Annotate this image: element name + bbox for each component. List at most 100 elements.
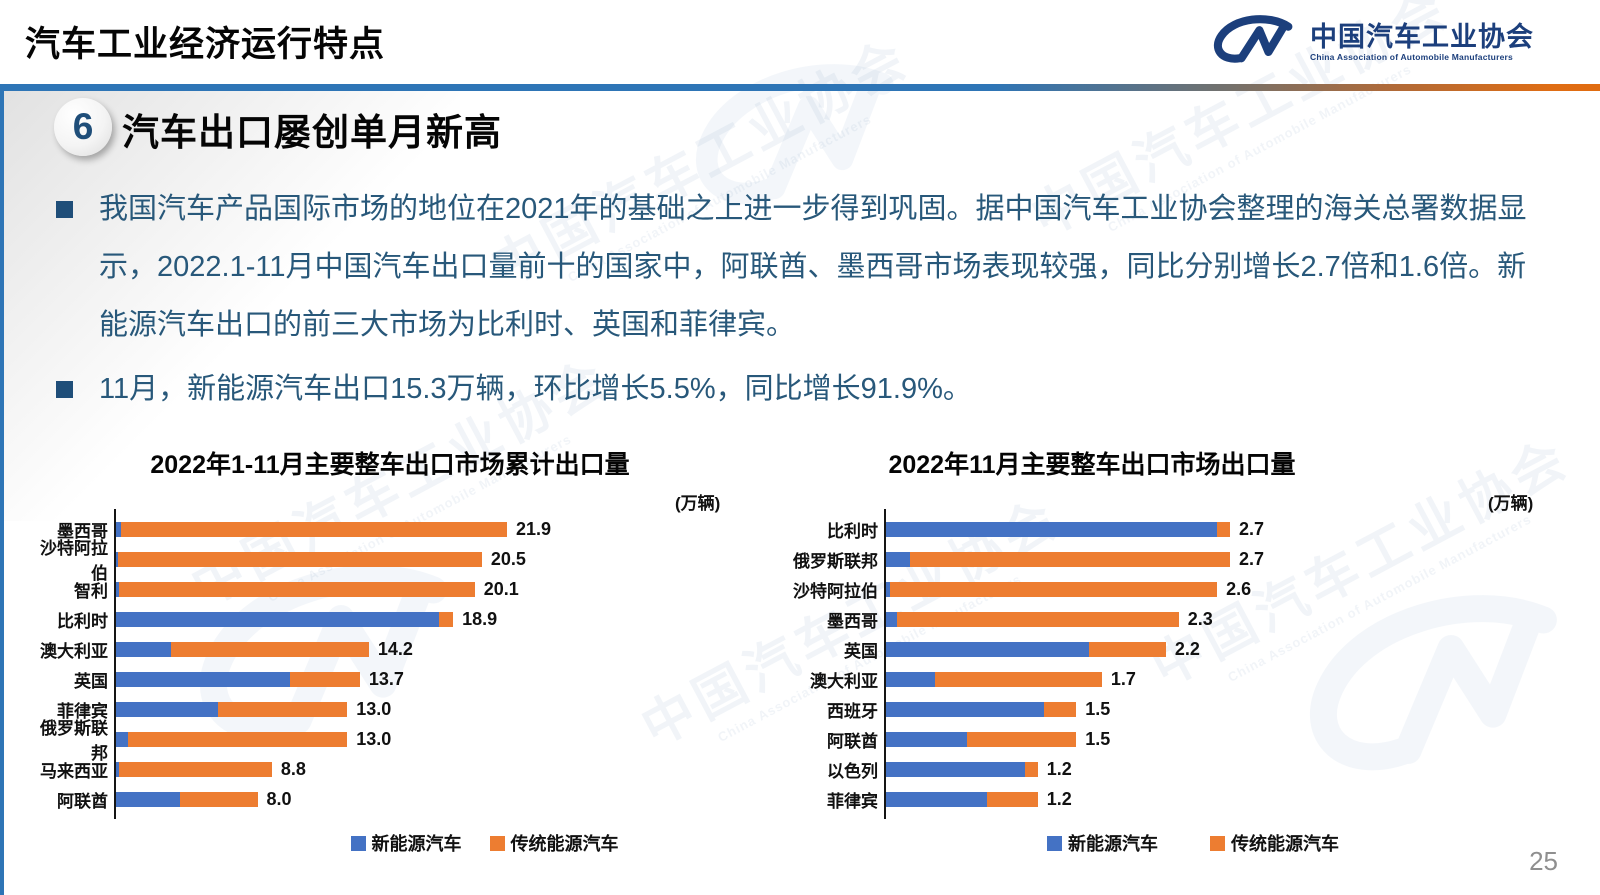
legend-item-ice: 传统能源汽车 [489, 830, 619, 856]
org-logo: 中国汽车工业协会 China Association of Automobile… [1208, 14, 1534, 70]
stacked-bar [884, 761, 1038, 777]
bullet-marker-icon [56, 381, 73, 398]
legend-label: 传统能源汽车 [510, 834, 619, 854]
ice-bar-segment [986, 791, 1038, 807]
ice-bar-segment [289, 671, 360, 687]
legend-label: 新能源汽车 [371, 834, 462, 854]
category-label: 英国 [844, 641, 878, 661]
ice-bar-segment [896, 611, 1179, 627]
chart-row: 菲律宾 1.2 [790, 784, 1264, 814]
stacked-bar [114, 701, 348, 717]
ice-bar-segment [1089, 641, 1166, 657]
category-label: 比利时 [57, 611, 108, 631]
stacked-bar [114, 791, 258, 807]
value-label: 1.7 [1110, 668, 1136, 689]
left-edge-accent-bar [0, 91, 4, 895]
category-label: 俄罗斯联邦 [793, 551, 878, 571]
stacked-bar [884, 731, 1077, 747]
ice-bar-segment [119, 761, 272, 777]
nev-bar-segment [884, 641, 1090, 657]
org-name-block: 中国汽车工业协会 China Association of Automobile… [1310, 22, 1534, 62]
chart-row: 比利时 2.7 [790, 514, 1264, 544]
value-label: 2.3 [1187, 608, 1213, 629]
value-label: 2.7 [1238, 518, 1265, 539]
value-label: 20.1 [483, 578, 519, 599]
ice-bar-segment [909, 551, 1230, 567]
legend-item-nev: 新能源汽车 [1047, 830, 1158, 856]
nev-legend-swatch-icon [350, 835, 366, 851]
category-label: 墨西哥 [827, 611, 878, 631]
bullet-marker-icon [56, 201, 73, 218]
caam-logo-icon [1213, 15, 1293, 63]
value-label: 8.0 [266, 788, 292, 809]
stacked-bar [884, 611, 1179, 627]
stacked-bar [884, 701, 1077, 717]
stacked-bar [884, 641, 1166, 657]
stacked-bar [114, 671, 360, 687]
chart-row: 英国 13.7 [25, 664, 551, 694]
category-label: 沙特阿拉伯 [40, 539, 108, 583]
ice-bar-segment [935, 671, 1102, 687]
category-label: 菲律宾 [827, 791, 878, 811]
value-label: 13.7 [368, 668, 404, 689]
bullet-item: 我国汽车产品国际市场的地位在2021年的基础之上进一步得到巩固。据中国汽车工业协… [56, 180, 1556, 354]
category-label: 比利时 [827, 521, 878, 541]
page-number: 25 [1529, 846, 1558, 876]
value-label: 1.5 [1085, 728, 1111, 749]
stacked-bar [114, 581, 475, 597]
value-label: 2.2 [1174, 638, 1200, 659]
bullet-text: 11月，新能源汽车出口15.3万辆，环比增长5.5%，同比增长91.9%。 [99, 373, 972, 405]
nev-bar-segment [114, 521, 122, 537]
chart-row: 澳大利亚 1.7 [790, 664, 1264, 694]
stacked-bar [884, 581, 1218, 597]
chart-row: 墨西哥 2.3 [790, 604, 1264, 634]
chart-row: 智利 20.1 [25, 574, 551, 604]
ice-bar-segment [1044, 701, 1077, 717]
nev-bar-segment [884, 671, 936, 687]
ice-bar-segment [890, 581, 1218, 597]
y-axis-line [884, 509, 886, 819]
value-label: 1.2 [1046, 788, 1072, 809]
value-label: 14.2 [377, 638, 413, 659]
ice-bar-segment [171, 641, 369, 657]
stacked-bar [114, 611, 454, 627]
nev-bar-segment [884, 761, 1025, 777]
category-label: 阿联酋 [827, 731, 878, 751]
ice-legend-swatch-icon [1210, 835, 1225, 851]
nev-bar-segment [884, 611, 897, 627]
bullet-text: 我国汽车产品国际市场的地位在2021年的基础之上进一步得到巩固。据中国汽车工业协… [99, 193, 1527, 341]
category-label: 马来西亚 [40, 761, 108, 781]
stacked-bar [114, 551, 482, 567]
chart-row: 沙特阿拉伯 2.6 [790, 574, 1264, 604]
nev-bar-segment [884, 791, 987, 807]
chart-row: 阿联酋 1.5 [790, 724, 1264, 754]
ice-bar-segment [119, 581, 475, 597]
stacked-bar [884, 521, 1230, 537]
chart-row: 澳大利亚 14.2 [25, 634, 551, 664]
legend-item-ice: 传统能源汽车 [1210, 830, 1339, 856]
section-heading: 汽车出口屡创单月新高 [122, 112, 502, 153]
header-divider [0, 84, 1600, 91]
section-number-badge: 6 [54, 98, 112, 156]
page-title: 汽车工业经济运行特点 [25, 25, 386, 64]
nev-bar-segment [114, 791, 181, 807]
ice-legend-swatch-icon [489, 835, 505, 851]
org-name-en: China Association of Automobile Manufact… [1310, 52, 1513, 62]
value-label: 21.9 [515, 518, 552, 539]
nev-bar-segment [884, 731, 968, 747]
category-label: 阿联酋 [57, 791, 108, 811]
nev-bar-segment [114, 641, 172, 657]
ice-bar-segment [967, 731, 1077, 747]
value-label: 2.6 [1226, 578, 1252, 599]
nev-legend-swatch-icon [1047, 835, 1062, 851]
cumulative-export-chart: 2022年1-11月主要整车出口市场累计出口量 (万辆) 墨西哥 21.9 沙特阿拉… [25, 445, 760, 880]
org-name-cn: 中国汽车工业协会 [1310, 22, 1534, 52]
value-label: 8.8 [280, 758, 306, 779]
category-label: 西班牙 [827, 701, 878, 721]
legend-label: 传统能源汽车 [1231, 834, 1339, 854]
stacked-bar [884, 791, 1038, 807]
stacked-bar [884, 551, 1230, 567]
ice-bar-segment [218, 701, 348, 717]
chart-row: 马来西亚 8.8 [25, 754, 551, 784]
category-label: 智利 [74, 581, 108, 601]
